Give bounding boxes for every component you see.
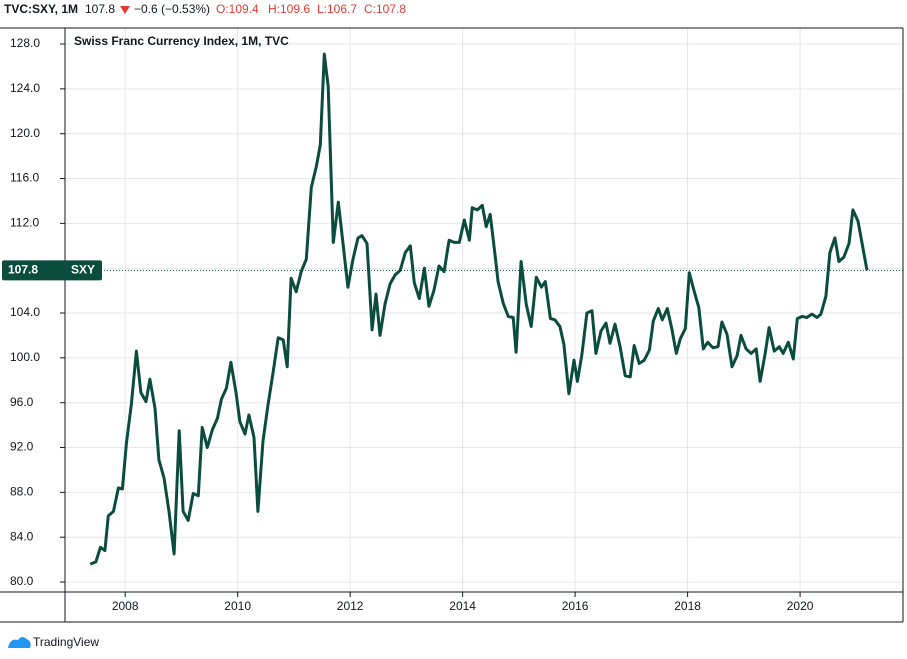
change: −0.6 (−0.53%) [134, 2, 210, 16]
x-tick-label: 2010 [224, 599, 251, 613]
series-tag: SXY [71, 263, 95, 277]
brand: TradingView [33, 635, 99, 649]
y-tick-label: 88.0 [10, 485, 34, 499]
chart-title: Swiss Franc Currency Index, 1M, TVC [74, 34, 289, 48]
x-tick-label: 2018 [674, 599, 701, 613]
price-tag-value: 107.8 [8, 263, 38, 277]
y-tick-label: 120.0 [10, 126, 40, 140]
y-tick-label: 100.0 [10, 350, 40, 364]
y-tick-label: 84.0 [10, 529, 34, 543]
x-tick-label: 2016 [562, 599, 589, 613]
price-line [89, 52, 869, 566]
down-arrow [120, 6, 130, 14]
price-tag [2, 260, 102, 281]
logo [8, 637, 31, 648]
high: H:109.6 [268, 2, 310, 16]
y-tick-label: 104.0 [10, 305, 40, 319]
y-tick-label: 80.0 [10, 574, 34, 588]
x-tick-label: 2008 [112, 599, 139, 613]
y-tick-label: 128.0 [10, 36, 40, 50]
low: L:106.7 [317, 2, 357, 16]
open: O:109.4 [216, 2, 259, 16]
x-tick-label: 2020 [787, 599, 814, 613]
y-tick-label: 116.0 [10, 171, 39, 185]
symbol: TVC:SXY, 1M [4, 2, 78, 16]
x-tick-label: 2012 [337, 599, 364, 613]
x-tick-label: 2014 [449, 599, 476, 613]
close: C:107.8 [364, 2, 406, 16]
last-value: 107.8 [85, 2, 115, 16]
y-tick-label: 92.0 [10, 440, 34, 454]
y-tick-label: 112.0 [10, 216, 39, 230]
y-tick-label: 124.0 [10, 81, 40, 95]
y-tick-label: 96.0 [10, 395, 34, 409]
